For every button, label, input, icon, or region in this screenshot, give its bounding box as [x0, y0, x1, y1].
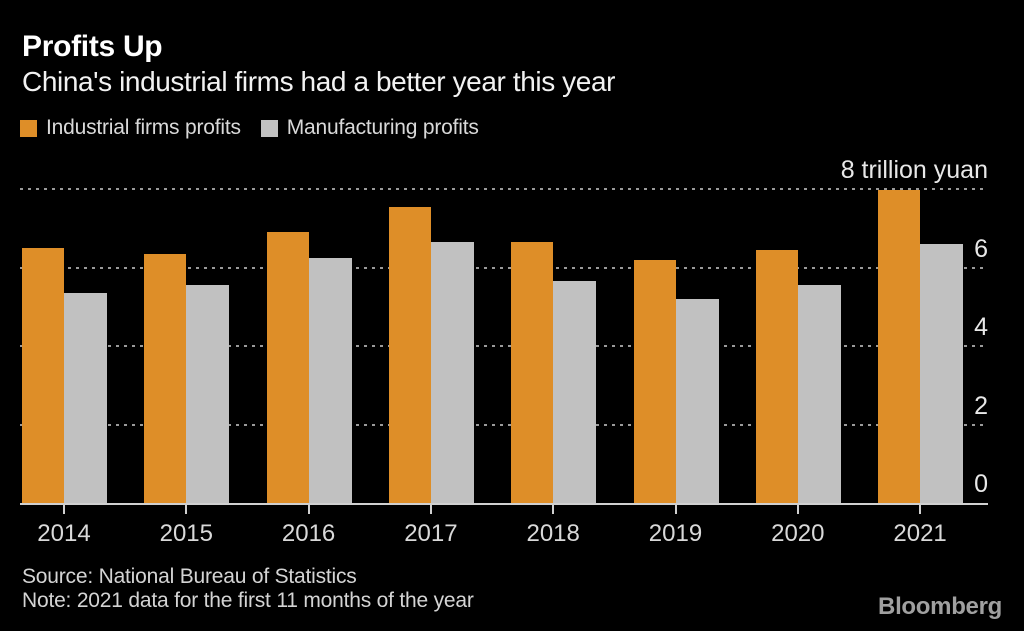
- bar-industrial-2014: [22, 248, 64, 503]
- x-tick-2018: [552, 505, 555, 514]
- x-tick-2020: [796, 505, 799, 514]
- y-label-0: 0: [974, 470, 988, 498]
- chart-subtitle: China's industrial firms had a better ye…: [22, 66, 616, 97]
- x-tick-2019: [674, 505, 677, 514]
- bar-industrial-2016: [266, 232, 309, 503]
- gridline-8: [20, 188, 988, 190]
- y-label-2: 2: [974, 391, 988, 420]
- bar-industrial-2017: [388, 207, 431, 503]
- bar-manufacturing-2019: [675, 299, 719, 503]
- x-tick-2015: [185, 505, 188, 514]
- source-text: Source: National Bureau of Statistics: [22, 565, 357, 588]
- x-tick-2021: [919, 505, 922, 514]
- note-text: Note: 2021 data for the first 11 months …: [22, 589, 474, 612]
- chart-title: Profits Up: [22, 30, 163, 63]
- bar-industrial-2018: [511, 242, 554, 503]
- y-label-8: 8 trillion yuan: [840, 156, 988, 184]
- legend-label-manufacturing: Manufacturing profits: [286, 116, 479, 139]
- bar-industrial-2020: [755, 250, 798, 503]
- bar-manufacturing-2016: [308, 258, 352, 503]
- legend-item-industrial: Industrial firms profits: [20, 116, 241, 140]
- bar-industrial-2019: [633, 260, 676, 503]
- plot-area: [20, 188, 988, 514]
- bar-manufacturing-2017: [430, 242, 474, 503]
- manufacturing-swatch-icon: [260, 119, 278, 137]
- bar-manufacturing-2018: [553, 281, 597, 503]
- y-label-6: 6: [974, 234, 988, 263]
- bar-manufacturing-2015: [186, 285, 230, 503]
- legend-label-industrial: Industrial firms profits: [46, 116, 241, 139]
- x-axis-baseline: [20, 503, 988, 505]
- x-label-2018: 2018: [526, 520, 580, 547]
- bloomberg-logo: Bloomberg: [878, 593, 1002, 620]
- gridline-6: [20, 266, 988, 269]
- gridline-2: [20, 423, 988, 426]
- y-label-4: 4: [974, 313, 988, 341]
- x-label-2015: 2015: [159, 520, 213, 547]
- legend-item-manufacturing: Manufacturing profits: [260, 116, 479, 140]
- x-label-2014: 2014: [37, 520, 91, 547]
- bar-manufacturing-2021: [920, 244, 964, 503]
- legend: Industrial firms profits Manufacturing p…: [20, 116, 499, 140]
- industrial-swatch-icon: [20, 119, 37, 137]
- bar-manufacturing-2020: [797, 285, 841, 503]
- x-tick-2017: [429, 505, 432, 514]
- x-label-2017: 2017: [404, 520, 458, 547]
- x-label-2016: 2016: [281, 520, 336, 547]
- x-label-2021: 2021: [893, 520, 947, 547]
- bar-manufacturing-2014: [64, 293, 107, 503]
- gridline-4: [20, 345, 988, 347]
- x-tick-2014: [63, 505, 65, 514]
- bar-industrial-2021: [878, 190, 921, 503]
- x-tick-2016: [307, 505, 310, 514]
- x-label-2020: 2020: [771, 520, 825, 547]
- x-label-2019: 2019: [648, 520, 703, 547]
- bar-industrial-2015: [144, 254, 187, 503]
